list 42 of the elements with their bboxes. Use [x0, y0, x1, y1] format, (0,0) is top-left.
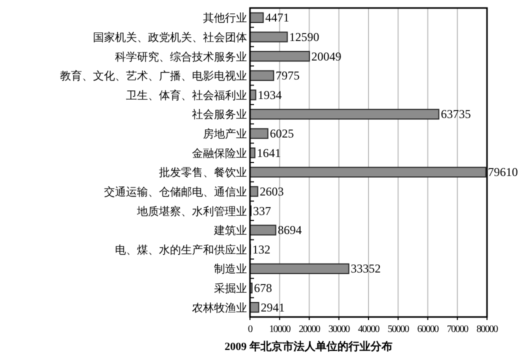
data-label: 79610 — [488, 165, 518, 180]
data-label: 132 — [252, 242, 270, 256]
data-label: 8694 — [278, 223, 302, 238]
x-tick-label: 70000 — [446, 324, 469, 335]
y-tick-label: 科学研究、综合技术服务业 — [115, 50, 247, 64]
y-tick-label: 金融保险业 — [192, 146, 247, 160]
y-tick-label: 农林牧渔业 — [192, 301, 247, 314]
data-label: 1934 — [258, 88, 282, 102]
data-label: 1641 — [256, 146, 281, 160]
x-tick-label: 40000 — [358, 324, 380, 335]
data-label: 20049 — [311, 49, 342, 64]
data-label: 12590 — [289, 30, 320, 44]
data-label: 7975 — [276, 68, 300, 83]
y-tick-label: 批发零售、餐饮业 — [159, 166, 247, 180]
x-tick-label: 10000 — [269, 324, 291, 335]
x-tick-label: 0 — [248, 324, 253, 335]
y-tick-label: 建筑业 — [213, 224, 247, 238]
x-tick-label: 60000 — [417, 324, 440, 335]
data-label: 33352 — [350, 262, 381, 276]
text: 2009 年北京市法人单位的行业分布 — [224, 340, 392, 353]
data-label: 337 — [253, 204, 271, 218]
y-tick-label: 社会服务业 — [192, 108, 247, 122]
data-label: 6025 — [270, 126, 294, 141]
y-tick-label: 房地产业 — [203, 128, 247, 141]
data-label: 2603 — [260, 184, 284, 198]
x-tick-label: 30000 — [328, 324, 350, 335]
y-tick-label: 教育、文化、艺术、广播、电影电视业 — [60, 70, 247, 83]
data-label: 678 — [254, 281, 272, 296]
data-label: 2941 — [260, 300, 285, 314]
y-tick-label: 制造业 — [214, 262, 247, 276]
y-tick-label: 电、煤、水的生产和供应业 — [115, 243, 247, 256]
y-tick-label: 交通运输、仓储邮电、通信业 — [104, 185, 247, 198]
y-tick-label: 卫生、体育、社会福利业 — [126, 88, 247, 102]
x-tick-label: 20000 — [298, 324, 321, 335]
x-tick-label: 50000 — [388, 324, 410, 335]
y-tick-label: 国家机关、政党机关、社会团体 — [93, 30, 247, 44]
x-tick-label: 80000 — [476, 324, 498, 335]
data-label: 63735 — [440, 107, 471, 122]
y-tick-label: 采掘业 — [214, 282, 247, 296]
y-tick-label: 其他行业 — [203, 12, 247, 25]
y-tick-label: 地质堪察、水利管理业 — [136, 204, 247, 218]
data-label: 4471 — [265, 10, 290, 25]
